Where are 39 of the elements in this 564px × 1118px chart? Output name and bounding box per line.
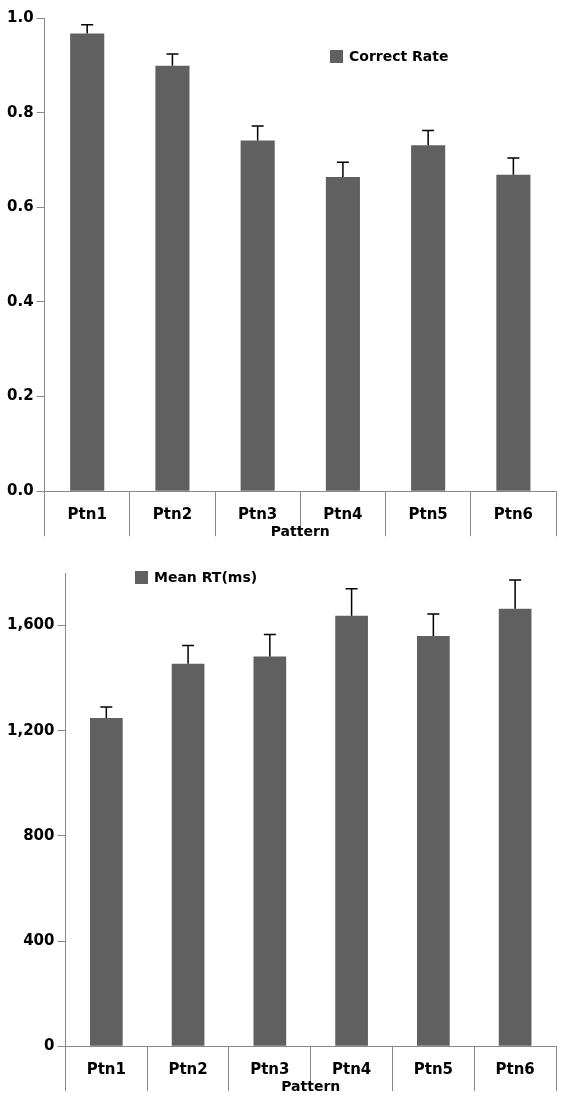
bar	[89, 718, 123, 1046]
y-tick-label: 800	[23, 825, 55, 844]
x-tick-label: Ptn2	[152, 505, 193, 524]
bar	[498, 608, 532, 1046]
y-tick-label: 400	[23, 930, 55, 949]
x-axis-title: Pattern	[281, 1078, 341, 1095]
bar	[155, 65, 190, 491]
y-tick-label: 1,200	[6, 720, 55, 739]
y-tick-label: 0.0	[6, 481, 34, 500]
x-tick-label: Ptn5	[413, 1060, 453, 1079]
bar	[171, 663, 205, 1046]
bar	[240, 140, 275, 491]
legend-label: Correct Rate	[349, 48, 449, 64]
x-tick-label: Ptn1	[67, 505, 107, 524]
x-tick-label: Ptn2	[168, 1060, 208, 1079]
x-tick-label: Ptn3	[238, 505, 278, 524]
x-tick-label: Ptn6	[495, 1060, 535, 1079]
y-tick-label: 1,600	[6, 615, 55, 634]
y-tick-label: 0.8	[6, 102, 34, 121]
bar	[335, 615, 368, 1046]
bar	[411, 145, 446, 491]
y-tick-label: 0.2	[6, 386, 34, 405]
legend-label: Mean RT(ms)	[154, 569, 258, 585]
x-tick-label: Ptn5	[408, 505, 448, 524]
x-axis-title: Pattern	[270, 523, 330, 540]
x-tick-label: Ptn1	[86, 1060, 126, 1079]
x-tick-label: Ptn6	[493, 505, 534, 524]
bar	[70, 33, 105, 491]
bar	[253, 656, 287, 1046]
bar	[417, 636, 450, 1046]
x-tick-label: Ptn4	[331, 1060, 372, 1079]
y-tick-label: 0.4	[6, 291, 34, 310]
y-tick-label: 0	[44, 1036, 55, 1055]
y-tick-label: 0.6	[6, 197, 34, 216]
x-tick-label: Ptn4	[323, 505, 363, 524]
bar	[496, 174, 531, 491]
y-tick-label: 1.0	[6, 7, 34, 26]
bar	[325, 177, 360, 491]
x-tick-label: Ptn3	[250, 1060, 290, 1079]
